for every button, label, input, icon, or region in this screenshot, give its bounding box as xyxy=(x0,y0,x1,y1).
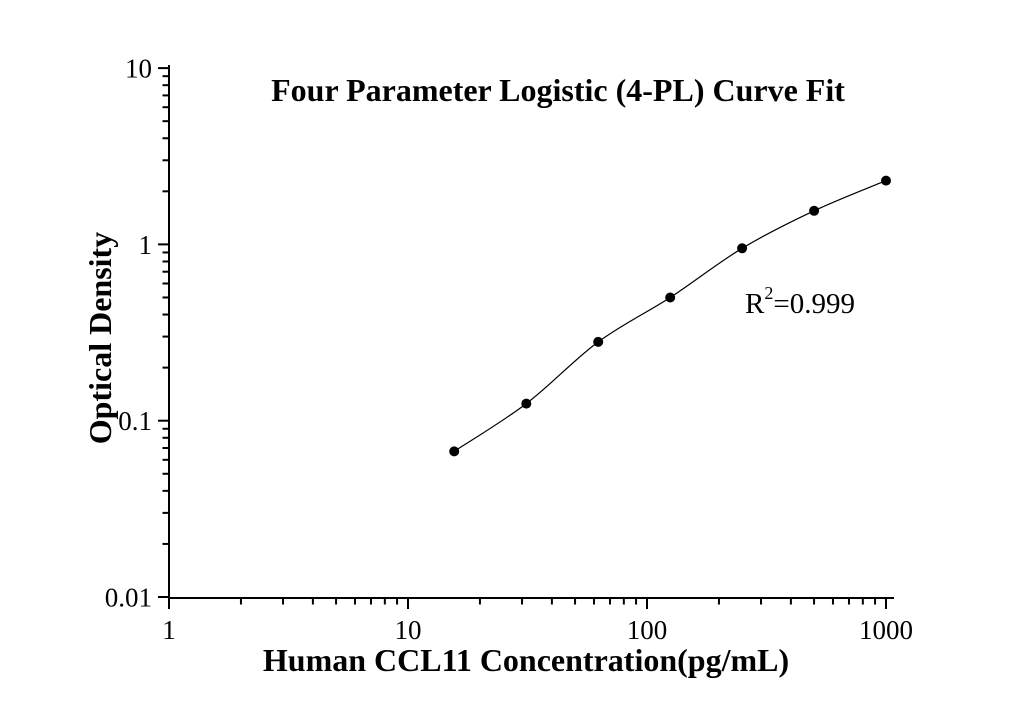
x-tick-label: 100 xyxy=(627,615,668,645)
data-point xyxy=(449,446,460,457)
axes xyxy=(168,65,894,599)
r-squared-annotation: R2=0.999 xyxy=(745,283,855,320)
data-point xyxy=(809,205,820,216)
r-squared-superscript: 2 xyxy=(764,283,773,303)
y-tick-label: 10 xyxy=(125,54,152,84)
y-axis-label: Optical Density xyxy=(82,232,118,444)
data-point xyxy=(881,175,891,186)
axis-ticks xyxy=(158,67,887,609)
data-series xyxy=(449,175,891,457)
data-point xyxy=(665,292,676,303)
tick-labels: 1 10 100 1000 10 1 0.1 0.01 xyxy=(105,54,913,645)
x-axis-label: Human CCL11 Concentration(pg/mL) xyxy=(263,642,789,678)
x-tick-label: 10 xyxy=(395,615,422,645)
data-point xyxy=(593,336,604,347)
chart-title: Four Parameter Logistic (4-PL) Curve Fit xyxy=(271,72,845,108)
y-tick-label: 0.01 xyxy=(105,583,152,613)
y-tick-label: 1 xyxy=(139,230,153,260)
x-tick-label: 1 xyxy=(162,615,176,645)
r-squared-value: =0.999 xyxy=(773,288,855,320)
y-tick-label: 0.1 xyxy=(118,406,152,436)
data-point xyxy=(521,398,532,409)
x-tick-label: 1000 xyxy=(859,615,913,645)
r-squared-label: R xyxy=(745,288,765,320)
data-point xyxy=(737,243,748,254)
